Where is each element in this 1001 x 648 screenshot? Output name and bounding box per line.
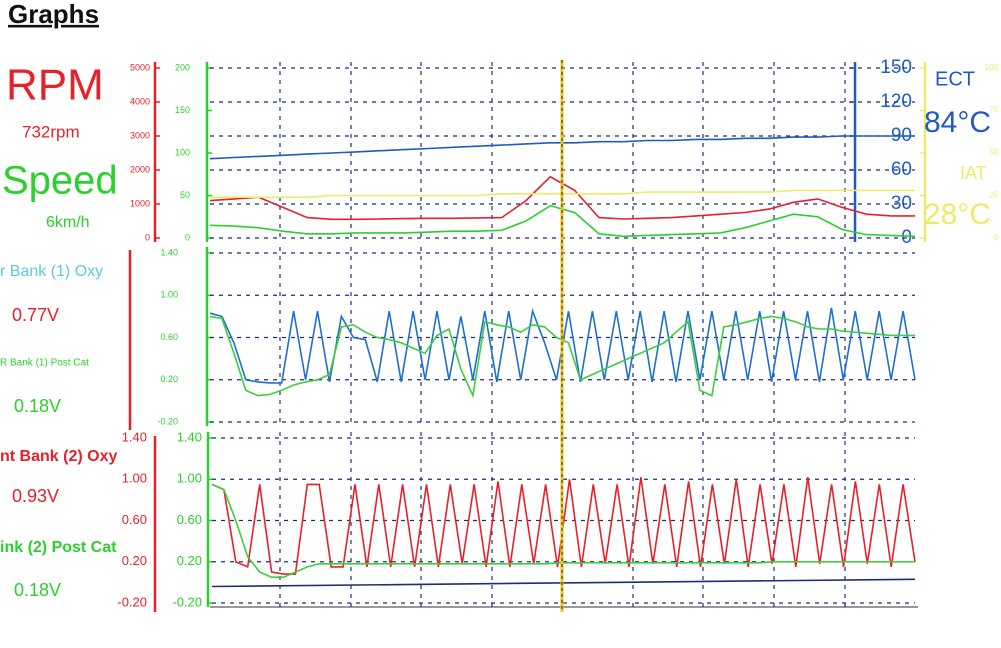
y-tick-label: 50 [989, 148, 998, 157]
y-tick-label: 30 [891, 193, 912, 214]
series-reading: 0.77V [12, 305, 59, 325]
series-name: IAT [960, 163, 987, 183]
series-name: Speed [2, 159, 118, 203]
y-tick-label: 50 [180, 190, 190, 200]
series-reading: 732rpm [22, 122, 80, 141]
series-name: r Bank (1) Oxy [0, 263, 103, 280]
series-reading: 6km/h [46, 214, 90, 231]
y-tick-label: 100 [175, 147, 190, 157]
series-name: ECT [935, 68, 975, 90]
y-tick-label: 2000 [130, 164, 150, 174]
y-tick-label: 0.20 [177, 553, 202, 568]
y-tick-label: 200 [175, 62, 190, 72]
y-tick-label: -0.20 [157, 416, 178, 426]
y-tick-label: 4000 [130, 96, 150, 106]
y-tick-label: 1.00 [122, 471, 147, 486]
y-tick-label: 1.40 [122, 429, 147, 444]
y-tick-label: 1.00 [177, 471, 202, 486]
y-tick-label: 75 [989, 106, 998, 115]
y-tick-label: -0.20 [172, 594, 202, 609]
series-reading: 84°C [924, 106, 991, 139]
series-name: nt Bank (2) Oxy [0, 448, 117, 465]
y-tick-label: 150 [175, 105, 190, 115]
y-tick-label: 25 [989, 191, 998, 200]
series-reading: 28°C [924, 198, 991, 231]
y-tick-label: 1.40 [160, 247, 178, 257]
y-tick-label: 0.20 [160, 374, 178, 384]
y-tick-label: 0.60 [160, 332, 178, 342]
y-tick-label: 1.00 [160, 290, 178, 300]
y-tick-label: 5000 [130, 62, 150, 72]
y-tick-label: 100 [985, 63, 999, 72]
y-tick-label: 0.20 [122, 553, 147, 568]
y-tick-label: 0.60 [122, 512, 147, 527]
y-tick-label: 0.60 [177, 512, 202, 527]
y-tick-label: 60 [891, 159, 912, 180]
series-reading: 0.18V [14, 580, 61, 600]
y-tick-label: 1000 [130, 198, 150, 208]
series-name: ink (2) Post Cat [0, 539, 117, 556]
y-tick-label: 0 [185, 232, 190, 242]
y-tick-label: 1.40 [177, 429, 202, 444]
series-reading: 0.18V [14, 396, 61, 416]
y-tick-label: 3000 [130, 130, 150, 140]
y-tick-label: 0 [994, 233, 999, 242]
y-tick-label: -0.20 [117, 594, 147, 609]
series-reading: 0.93V [12, 486, 59, 506]
series-name: R Bank (1) Post Cat [0, 358, 89, 369]
plots: 0100020003000400050000501001502000306090… [0, 57, 999, 609]
series-name: RPM [6, 61, 104, 110]
y-tick-label: 0 [145, 232, 150, 242]
page-title: Graphs [8, 0, 99, 29]
